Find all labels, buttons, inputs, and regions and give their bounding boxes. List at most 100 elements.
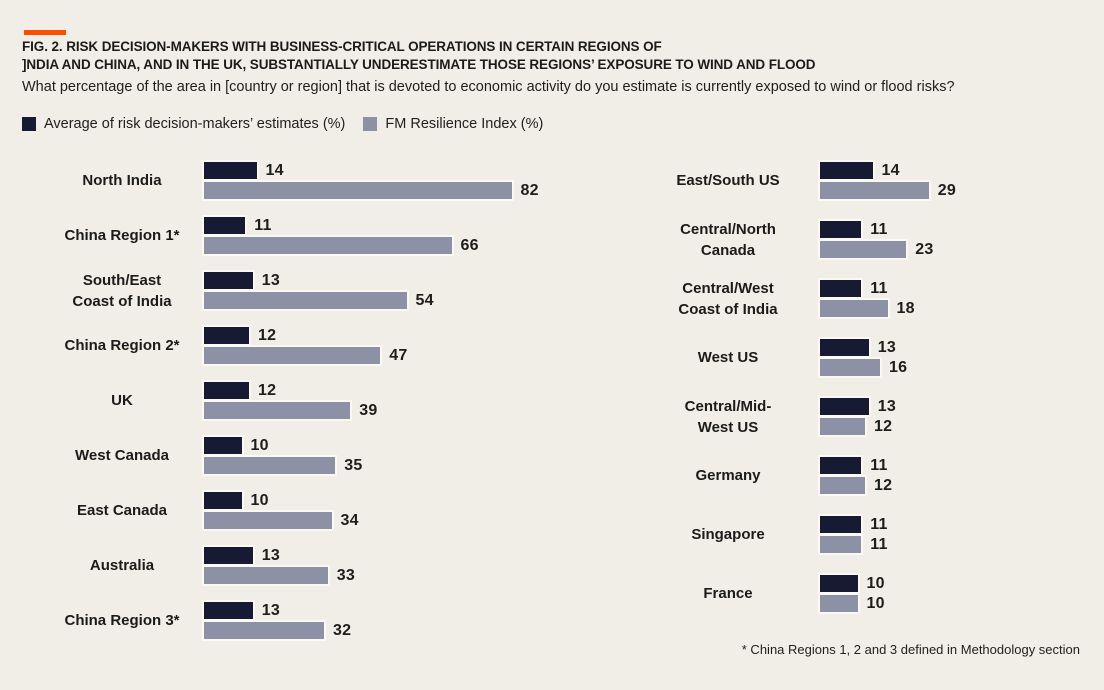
index-bar <box>820 595 858 612</box>
chart-row: Central/West Coast of India 11 18 <box>643 269 956 328</box>
index-value: 23 <box>915 240 934 258</box>
chart-row: France 10 10 <box>643 564 956 623</box>
index-bar-line: 47 <box>204 347 407 364</box>
estimate-value: 11 <box>870 279 888 297</box>
chart-row: Germany 11 12 <box>643 446 956 505</box>
bar-pair: 11 11 <box>820 516 888 553</box>
estimate-bar <box>204 217 246 234</box>
region-label: West Canada <box>75 447 169 464</box>
index-value: 29 <box>937 181 956 199</box>
legend-label: Average of risk decision-makers’ estimat… <box>44 116 346 132</box>
estimate-value: 10 <box>250 491 269 509</box>
bar-pair: 14 82 <box>204 162 539 199</box>
index-bar <box>204 402 351 419</box>
region-label: Central/West Coast of India <box>678 279 778 318</box>
estimate-bar <box>820 516 862 533</box>
region-label: North India <box>82 172 162 189</box>
bar-pair: 10 35 <box>204 437 362 474</box>
region-label: West US <box>697 349 759 366</box>
legend: Average of risk decision-makers’ estimat… <box>22 116 543 132</box>
estimate-bar <box>820 162 873 179</box>
index-bar-line: 10 <box>820 595 885 612</box>
estimate-bar-line: 13 <box>204 272 434 289</box>
accent-rule <box>24 30 66 35</box>
estimate-value: 10 <box>866 574 885 592</box>
legend-label: FM Resilience Index (%) <box>385 116 544 132</box>
estimate-bar <box>820 339 869 356</box>
estimate-value: 11 <box>870 456 888 474</box>
index-value: 10 <box>866 594 885 612</box>
estimate-bar <box>820 398 869 415</box>
chart-row: UK 12 39 <box>42 373 539 428</box>
bar-pair: 11 66 <box>204 217 479 254</box>
chart-row: Central/North Canada 11 23 <box>643 210 956 269</box>
index-value: 11 <box>870 535 888 553</box>
index-bar-line: 54 <box>204 292 434 309</box>
chart-row: West Canada 10 35 <box>42 428 539 483</box>
figure-title: FIG. 2. RISK DECISION-MAKERS WITH BUSINE… <box>22 38 816 74</box>
index-bar <box>204 237 452 254</box>
estimate-bar-line: 13 <box>820 339 907 356</box>
bar-pair: 11 23 <box>820 221 933 258</box>
estimate-bar-line: 11 <box>820 221 933 238</box>
estimate-bar <box>204 162 257 179</box>
index-value: 12 <box>874 476 893 494</box>
chart-row: South/East Coast of India 13 54 <box>42 263 539 318</box>
figure-title-line1: FIG. 2. RISK DECISION-MAKERS WITH BUSINE… <box>22 39 662 54</box>
index-bar <box>820 536 862 553</box>
chart-row: East Canada 10 34 <box>42 483 539 538</box>
index-value: 16 <box>889 358 908 376</box>
footnote: * China Regions 1, 2 and 3 defined in Me… <box>741 642 1080 657</box>
chart-row: Australia 13 33 <box>42 538 539 593</box>
index-bar-line: 11 <box>820 536 888 553</box>
index-bar <box>204 182 512 199</box>
estimate-bar-line: 14 <box>820 162 956 179</box>
index-bar-line: 39 <box>204 402 377 419</box>
region-label: China Region 1* <box>64 227 180 244</box>
index-bar-line: 82 <box>204 182 539 199</box>
index-bar-line: 33 <box>204 567 355 584</box>
index-bar <box>204 292 407 309</box>
chart-column-right: East/South US 14 29 Central/North Canada 11 2… <box>643 151 956 623</box>
region-label: UK <box>111 392 133 409</box>
region-label: Singapore <box>691 526 765 543</box>
index-bar <box>820 359 880 376</box>
resilience-index-swatch-icon <box>363 117 378 131</box>
estimate-bar <box>204 327 249 344</box>
estimate-value: 13 <box>877 397 896 415</box>
region-label: East/South US <box>676 172 780 189</box>
estimate-bar-line: 11 <box>204 217 479 234</box>
estimate-bar <box>204 602 253 619</box>
index-value: 47 <box>389 346 408 364</box>
bar-pair: 12 47 <box>204 327 407 364</box>
estimate-bar <box>204 382 249 399</box>
chart-column-left: North India 14 82 China Region 1* 11 66 South/… <box>42 153 539 648</box>
index-bar <box>820 418 865 435</box>
index-bar-line: 32 <box>204 622 351 639</box>
estimate-bar <box>820 221 862 238</box>
index-bar <box>204 347 381 364</box>
estimate-value: 13 <box>261 546 280 564</box>
chart-row: China Region 3* 13 32 <box>42 593 539 648</box>
index-bar <box>820 300 888 317</box>
estimate-bar-line: 11 <box>820 516 888 533</box>
index-bar <box>204 457 336 474</box>
index-bar-line: 66 <box>204 237 479 254</box>
index-value: 32 <box>333 621 352 639</box>
estimate-value: 13 <box>261 271 280 289</box>
chart-row: China Region 2* 12 47 <box>42 318 539 373</box>
bar-pair: 11 12 <box>820 457 892 494</box>
index-bar <box>820 182 929 199</box>
estimate-bar-line: 13 <box>204 602 351 619</box>
region-label: France <box>703 585 753 602</box>
bar-pair: 13 12 <box>820 398 896 435</box>
survey-question: What percentage of the area in [country … <box>22 79 955 95</box>
index-bar-line: 18 <box>820 300 915 317</box>
index-value: 35 <box>344 456 363 474</box>
estimate-bar <box>204 547 253 564</box>
estimate-bar <box>820 575 858 592</box>
index-bar-line: 23 <box>820 241 933 258</box>
bar-pair: 12 39 <box>204 382 377 419</box>
estimate-bar-line: 14 <box>204 162 539 179</box>
